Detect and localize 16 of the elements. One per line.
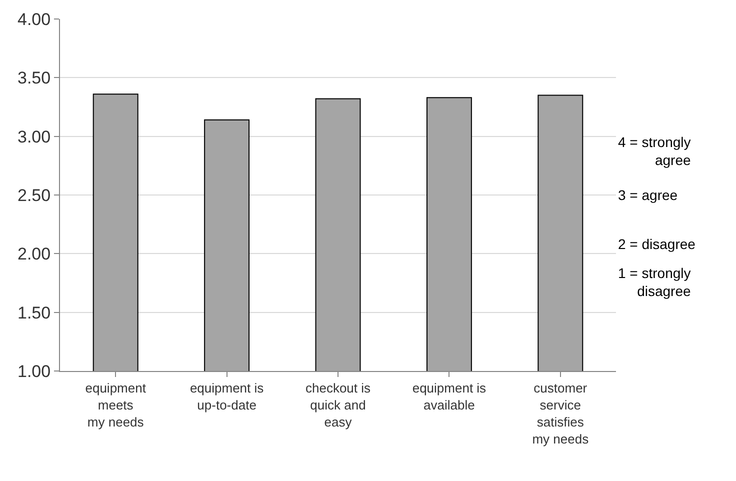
x-tick-label: customer service satisfies my needs: [532, 380, 590, 446]
text: 1 = strongly disagree: [618, 265, 691, 300]
text: 2 = disagree: [618, 236, 696, 252]
y-tick-label: 2.50: [18, 186, 51, 205]
y-tick-label: 4.00: [18, 10, 51, 29]
x-tick-label: equipment is up-to-date: [190, 380, 264, 412]
text: 3 = agree: [618, 187, 678, 203]
y-tick-label: 1.00: [18, 362, 51, 381]
x-tick-label: equipment is available: [412, 380, 487, 412]
y-tick-label: 3.00: [18, 127, 51, 146]
x-tick-label: checkout is quick and easy: [305, 380, 372, 430]
text: 4 = strongly agree: [618, 134, 691, 168]
y-tick-label: 2.00: [18, 244, 51, 264]
y-tick-label: 1.50: [18, 303, 51, 322]
y-tick-label: 3.50: [18, 68, 51, 88]
x-tick-label: equipment meets my needs: [85, 380, 146, 430]
